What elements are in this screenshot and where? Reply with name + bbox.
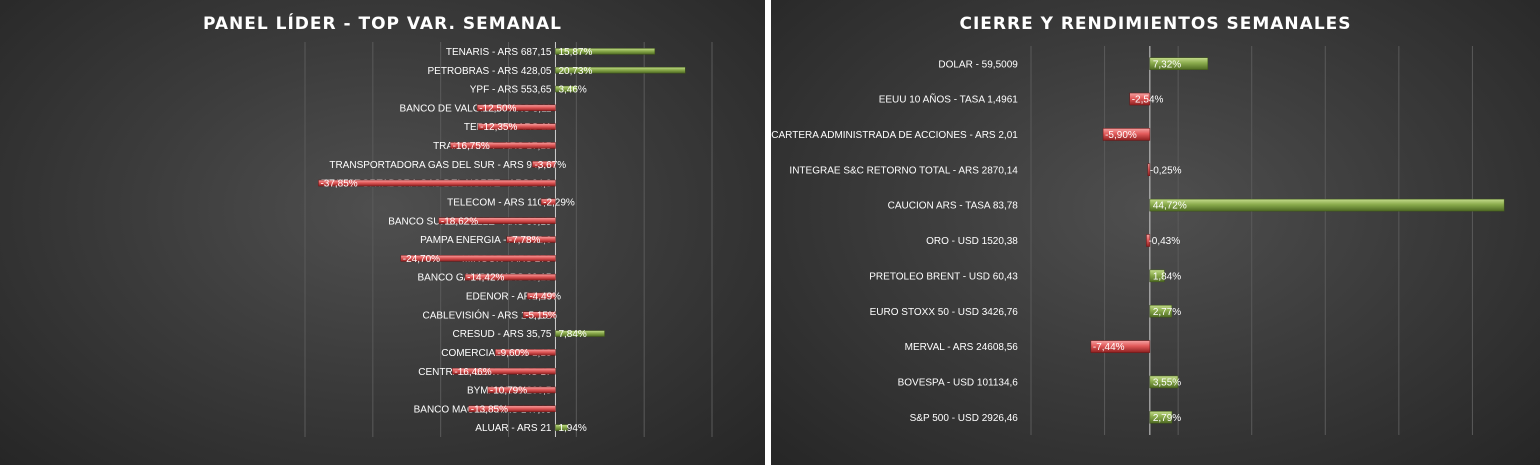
data-label: -12,50% (479, 103, 516, 114)
bar (1149, 269, 1165, 283)
category-label: CABLEVISIÓN - ARS 147,25 (423, 308, 552, 321)
data-label: -0,25% (1150, 165, 1182, 176)
bar (555, 330, 605, 337)
chart-title: CIERRE Y RENDIMIENTOS SEMANALES (959, 14, 1352, 34)
bar (477, 123, 556, 130)
bar (506, 236, 556, 243)
data-label: 3,46% (558, 85, 586, 96)
category-label: BANCO DE VALORES - ARS 5,11 (400, 103, 552, 114)
bar (487, 386, 556, 394)
bar-chart-cierre-rendimientos: DOLAR - 59,5009 7,32% EEUU 10 AÑOS - TASA … (771, 46, 1505, 435)
category-label: CRESUD - ARS 35,75 (453, 329, 552, 340)
data-label: -16,46% (454, 367, 491, 378)
chart-title: PANEL LÍDER - TOP VAR. SEMANAL (202, 14, 563, 34)
bar (555, 85, 578, 93)
data-label: -7,78% (509, 235, 541, 246)
data-label: -5,15% (525, 310, 557, 321)
category-label: PRETOLEO BRENT - USD 60,43 (869, 271, 1018, 282)
bar (527, 292, 556, 300)
data-label: -24,70% (403, 254, 440, 265)
data-label: 2,79% (1153, 413, 1181, 424)
category-label: EURO STOXX 50 - USD 3426,76 (870, 307, 1019, 318)
bar (532, 161, 556, 168)
category-label: TRANSPORTADORA GAS DEL SUR - ARS 94,45 (329, 160, 552, 171)
category-label: TENARIS - ARS 687,15 (446, 47, 552, 58)
category-label: CAUCION ARS - TASA 83,78 (888, 201, 1019, 212)
bar (1147, 163, 1151, 177)
bar (495, 349, 556, 356)
data-label: 1,84% (1153, 271, 1181, 282)
data-label: 2,77% (1153, 307, 1181, 318)
cierre-rendimientos-chart: CIERRE Y RENDIMIENTOS SEMANALES DOLAR - … (771, 0, 1540, 465)
data-label: 15,87% (558, 47, 592, 58)
data-label: 1,94% (558, 423, 586, 434)
data-label: 3,55% (1153, 378, 1181, 389)
category-label: ALUAR - ARS 21 (475, 423, 552, 434)
bar (555, 424, 568, 431)
bar (438, 217, 556, 224)
bar (452, 367, 556, 375)
category-label: DOLAR - 59,5009 (938, 59, 1018, 70)
data-label: 44,72% (1153, 201, 1187, 212)
data-label: -9,60% (497, 348, 529, 359)
bar (1149, 57, 1209, 70)
bar (1129, 92, 1151, 106)
data-label: -3,67% (534, 160, 566, 171)
category-label: YPF - ARS 553,65 (470, 85, 552, 96)
data-label: -10,79% (490, 386, 527, 397)
data-label: -14,42% (467, 273, 504, 284)
category-label: CARTERA ADMINISTRADA DE ACCIONES - ARS 2… (771, 130, 1018, 141)
bar (540, 198, 556, 206)
category-label: ORO - USD 1520,38 (926, 236, 1018, 247)
bar (476, 104, 556, 112)
bar (318, 179, 556, 187)
category-label: TELECOM - ARS 110,7 (447, 197, 552, 208)
data-label: -5,90% (1105, 130, 1137, 141)
data-label: -13,85% (471, 404, 508, 415)
bar (468, 405, 556, 413)
bar (1102, 128, 1151, 141)
data-label: 7,84% (558, 329, 586, 340)
data-label: -4,49% (529, 292, 561, 303)
bar (450, 142, 556, 149)
category-label: EEUU 10 AÑOS - TASA 1,4961 (879, 93, 1019, 106)
data-label: -16,75% (453, 141, 490, 152)
bar (1146, 234, 1151, 247)
data-label: -0,43% (1148, 236, 1180, 247)
bar (555, 48, 656, 55)
category-label: S&P 500 - USD 2926,46 (910, 413, 1019, 424)
data-label: 7,32% (1153, 59, 1181, 70)
category-label: MERVAL - ARS 24608,56 (905, 342, 1019, 353)
data-label: -18,62% (441, 216, 478, 227)
data-label: -37,85% (320, 179, 357, 190)
data-label: -2,29% (543, 197, 575, 208)
category-label: BOVESPA - USD 101134,6 (898, 378, 1019, 389)
bar (1149, 198, 1505, 212)
category-label: EDENOR - ARS 17 (466, 292, 552, 303)
data-label: 20,73% (558, 66, 592, 77)
bar-chart-panel-lider: TENARIS - ARS 687,15 15,87% PETROBRAS - AR… (304, 42, 713, 437)
bar (1090, 340, 1151, 353)
data-label: -12,35% (480, 122, 517, 133)
panel-lider-chart: PANEL LÍDER - TOP VAR. SEMANAL TENARIS -… (0, 0, 765, 465)
bar (400, 255, 556, 262)
category-label: PETROBRAS - ARS 428,05 (428, 66, 552, 77)
bar (522, 311, 556, 318)
bar (555, 66, 686, 74)
bar (1149, 304, 1173, 318)
bar (1149, 375, 1179, 389)
data-label: -2,54% (1132, 95, 1164, 106)
bar (1149, 411, 1173, 424)
bar (464, 273, 556, 281)
data-label: -7,44% (1093, 342, 1125, 353)
category-label: INTEGRAE S&C RETORNO TOTAL - ARS 2870,14 (789, 165, 1018, 176)
category-label: PAMPA ENERGIA - ARS 32,6 (420, 235, 552, 246)
